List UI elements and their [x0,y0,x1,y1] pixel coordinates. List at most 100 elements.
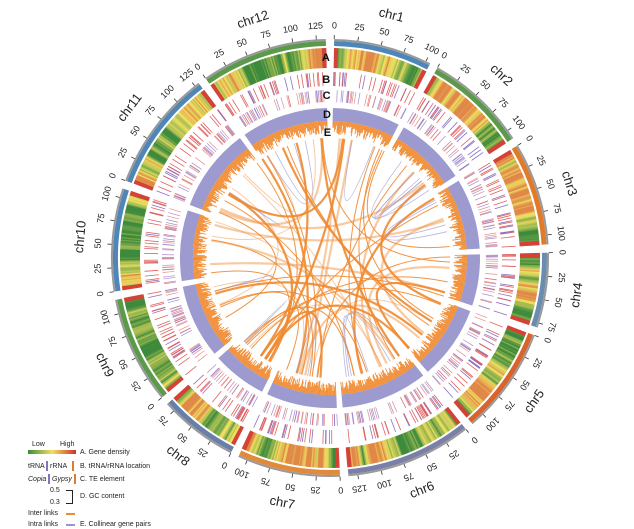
trna-rrna-mark [155,315,168,320]
te-mark [221,377,229,386]
te-mark [485,242,497,243]
tick [131,157,135,159]
legend-d: D. GC content [80,492,124,501]
trna-rrna-mark [370,425,373,439]
tick-label: 0 [332,20,337,30]
te-mark [449,359,458,367]
gc-content-bar [454,257,467,258]
trna-rrna-mark [217,110,225,121]
legend-rrna: rRNA [50,462,67,471]
legend-trna: tRNA [28,462,45,471]
tick-label: 25 [535,154,548,167]
trna-rrna-mark [242,94,249,106]
trna-rrna-mark [497,298,511,301]
tick [188,427,191,430]
trna-rrna-mark [160,329,173,335]
te-mark [174,316,185,320]
tick-label: 75 [260,28,272,40]
te-mark [342,91,343,103]
tick-label: 125 [177,66,195,83]
tick [426,455,428,459]
tick [483,415,486,418]
te-mark [464,172,474,178]
tick [447,443,449,446]
legend-inter: Inter links [28,509,58,518]
trna-rrna-mark [150,212,164,215]
trna-rrna-mark [317,72,318,86]
te-mark [274,100,278,111]
te-mark [484,233,496,235]
te-mark [483,290,495,292]
tick-label: 25 [92,263,102,273]
trna-rrna-mark [148,291,162,294]
te-mark [337,414,338,426]
trna-rrna-mark [372,78,375,92]
te-mark [310,413,311,425]
tick-label: 0 [95,291,106,297]
te-mark [446,146,455,154]
tick [508,128,511,130]
tick-label: 50 [425,460,438,473]
tick [499,397,502,400]
tick-label: 0 [470,435,480,446]
trna-rrna-mark [159,327,172,333]
tick-label: 0 [193,61,203,72]
tick [116,196,120,197]
te-mark [232,385,239,395]
tick [292,38,293,42]
track-label-C: C [323,90,331,102]
te-mark [410,113,416,123]
tick [121,179,125,180]
tick [544,210,548,211]
trna-rrna-mark [428,105,436,117]
trna-rrna-mark [144,270,158,271]
trna-rrna-mark [144,247,158,248]
gc-content-bar [397,127,455,183]
gc-content-bar [462,258,467,259]
tick-label: 25 [531,357,544,370]
legend-gypsy: Gypsy [52,475,72,484]
tick-label: 50 [544,178,557,191]
tick-label: 50 [552,297,564,309]
trna-rrna-mark [313,73,314,87]
te-mark [211,368,220,376]
trna-rrna-mark [501,237,515,239]
te-mark [405,395,411,406]
trna-rrna-mark [344,73,345,87]
tick-label: 75 [551,202,563,214]
tick [208,441,210,444]
trna-rrna-mark [145,243,159,244]
tick [538,187,542,188]
trna-rrna-mark [185,366,196,375]
tick [224,62,226,66]
gc-content-bar [458,259,467,260]
gc-content-bar [193,259,202,260]
trna-rrna-mark [345,73,346,87]
chromosome-label: chr3 [559,169,581,198]
tick-label: 25 [212,47,226,61]
te-mark [400,108,405,119]
tick [466,430,468,433]
chromosome-label: chr4 [567,281,586,308]
tick [110,292,114,293]
chromosome-label: chr9 [93,350,117,379]
legend-copia: Copia [28,475,46,484]
trna-rrna-mark [451,381,461,391]
gc-content-bar [326,121,327,126]
te-mark [249,394,255,404]
te-mark [236,387,243,397]
tick [246,461,248,465]
gc-content-bar [332,385,333,395]
legend-gc-low: 0.3 [50,498,60,507]
legend-c: C. TE element [80,475,125,484]
te-mark [473,191,484,196]
trna-rrna-mark [404,413,410,426]
gc-content-bar [333,391,334,395]
trna-rrna-mark [157,191,170,196]
tick-label: 25 [354,22,365,33]
tick [158,398,161,401]
copia-swatch [48,474,50,484]
trna-rrna-mark [472,152,484,160]
trna-rrna-mark [148,219,162,222]
